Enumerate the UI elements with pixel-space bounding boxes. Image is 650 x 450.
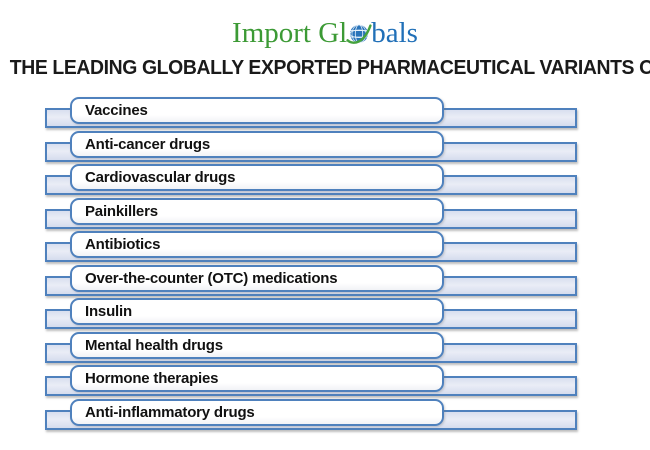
item-label: Mental health drugs (85, 336, 223, 354)
item-label: Cardiovascular drugs (85, 169, 236, 186)
item-label: Antibiotics (85, 236, 161, 253)
item-pill: Painkillers (70, 197, 444, 225)
list-item: Insulin (0, 298, 650, 329)
list-item: Cardiovascular drugs (0, 164, 650, 195)
pharma-variant-list: Vaccines Anti-cancer drugs Cardiovascula… (0, 97, 650, 432)
list-item: Hormone therapies (0, 365, 650, 396)
item-pill: Hormone therapies (70, 365, 444, 392)
item-label: Over-the-counter (OTC) medications (85, 269, 338, 287)
item-pill: Mental health drugs (70, 331, 444, 359)
list-item: Anti-inflammatory drugs (0, 398, 650, 430)
item-label: Anti-cancer drugs (85, 135, 210, 153)
item-pill: Antibiotics (70, 231, 444, 258)
item-label: Hormone therapies (85, 370, 219, 387)
globe-icon (346, 20, 372, 46)
item-pill: Anti-cancer drugs (70, 130, 444, 158)
item-label: Anti-inflammatory drugs (85, 403, 255, 421)
item-label: Painkillers (85, 202, 158, 220)
list-item: Vaccines (0, 97, 650, 128)
item-pill: Cardiovascular drugs (70, 164, 444, 191)
item-pill: Insulin (70, 298, 444, 325)
item-pill: Over-the-counter (OTC) medications (70, 264, 444, 292)
list-item: Painkillers (0, 197, 650, 229)
logo-text-green: Import Gl (232, 17, 348, 49)
item-pill: Vaccines (70, 97, 444, 124)
list-item: Mental health drugs (0, 331, 650, 363)
list-item: Anti-cancer drugs (0, 130, 650, 162)
page-title: THE LEADING GLOBALLY EXPORTED PHARMACEUT… (9, 57, 650, 79)
item-pill: Anti-inflammatory drugs (70, 398, 444, 426)
item-label: Insulin (85, 303, 132, 320)
logo-text-blue: bals (371, 17, 418, 49)
brand-logo: Import Gl bals (0, 18, 650, 48)
list-item: Over-the-counter (OTC) medications (0, 264, 650, 296)
list-item: Antibiotics (0, 231, 650, 262)
item-label: Vaccines (85, 102, 148, 119)
